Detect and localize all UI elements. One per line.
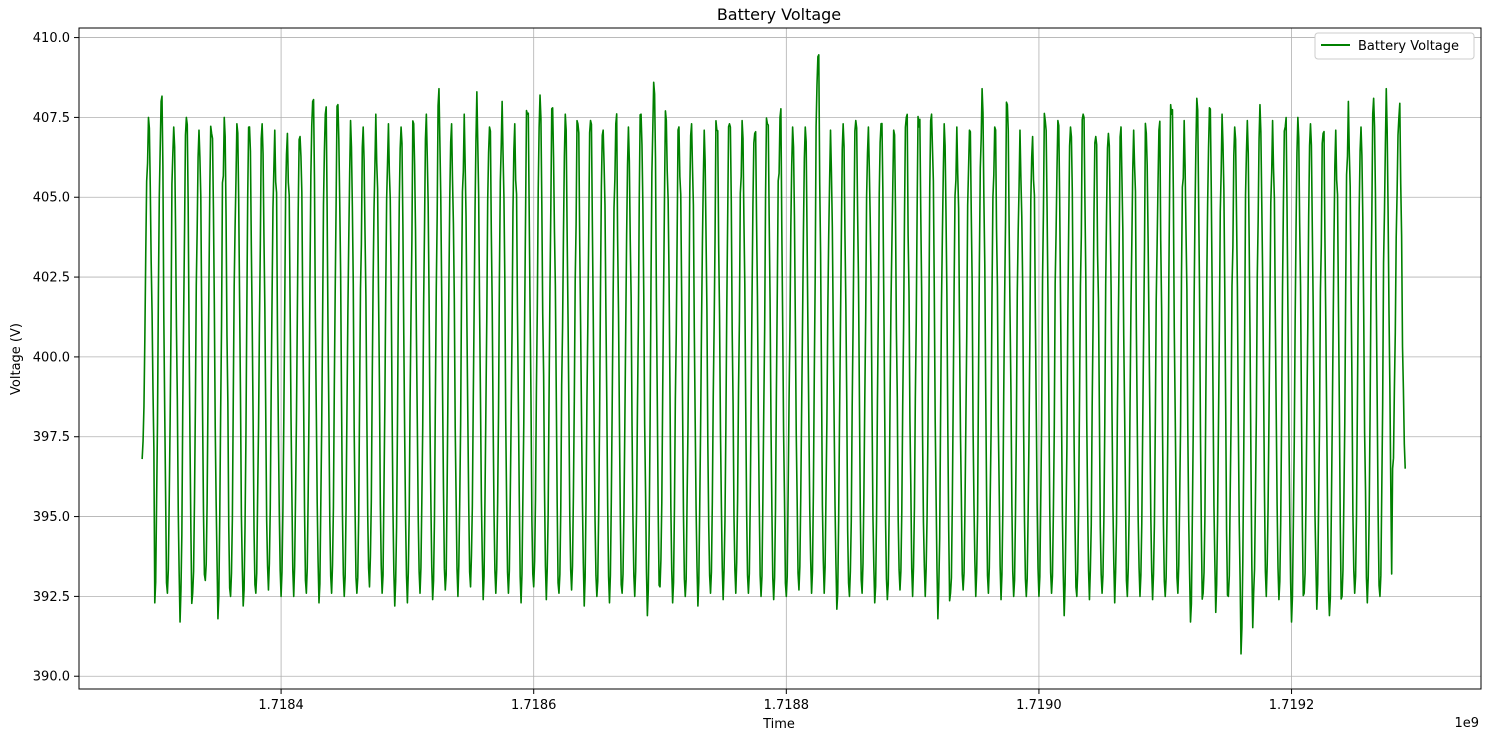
legend-box — [1314, 32, 1475, 60]
y-tick-label: 390.0 — [33, 670, 70, 685]
chart-title: Battery Voltage — [717, 5, 841, 24]
legend-label: Battery Voltage — [1358, 39, 1459, 54]
plot-frame — [78, 27, 1482, 690]
x-tick-label: 1.7192 — [1269, 698, 1315, 713]
x-tick-label: 1.7190 — [1016, 698, 1062, 713]
y-tick-label: 407.5 — [33, 111, 70, 126]
y-tick-label: 397.5 — [33, 430, 70, 445]
x-tick-label: 1.7186 — [511, 698, 557, 713]
y-tick-label: 410.0 — [33, 31, 70, 46]
x-tick-label: 1.7188 — [764, 698, 810, 713]
y-axis-label: Voltage (V) — [9, 323, 24, 395]
y-axis-ticks: 390.0 392.5 395.0 397.5 400.0 402.5 405.0 407.5… — [33, 31, 79, 685]
x-axis-ticks: 1.7184 1.7186 1.7188 1.7190 1.7192 — [258, 689, 1314, 713]
legend: Battery Voltage — [1314, 32, 1475, 60]
x-axis-offset-label: 1e9 — [1454, 716, 1479, 731]
x-axis-label: Time — [762, 717, 795, 732]
y-tick-label: 395.0 — [33, 510, 70, 525]
y-tick-label: 400.0 — [33, 350, 70, 365]
x-tick-label: 1.7184 — [258, 698, 304, 713]
battery-voltage-line — [141, 54, 1407, 655]
y-tick-label: 405.0 — [33, 191, 70, 206]
y-tick-label: 402.5 — [33, 271, 70, 286]
y-tick-label: 392.5 — [33, 590, 70, 605]
